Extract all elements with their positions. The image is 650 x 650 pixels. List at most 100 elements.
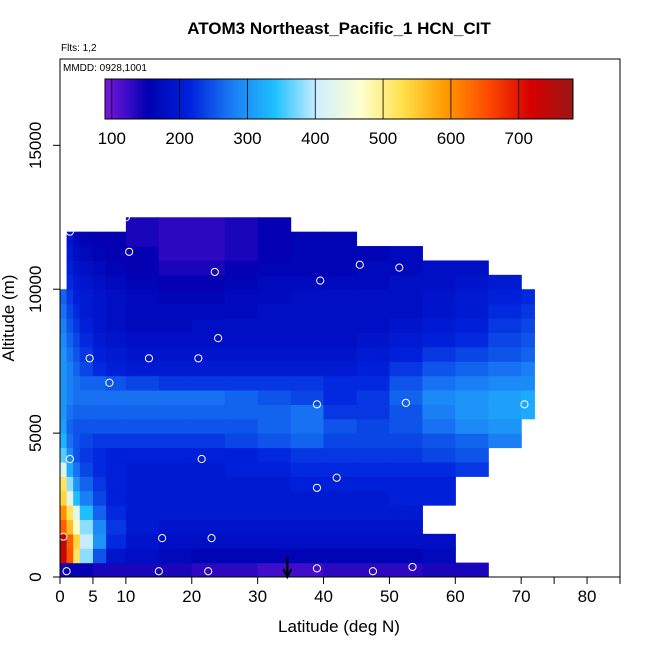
heatmap-cell (79, 447, 94, 463)
colorbar: 100 200 300 400 500 600 700 (98, 78, 574, 148)
sample-point (60, 532, 68, 541)
heatmap-cell (356, 246, 391, 262)
x-tick-label: 0 (55, 587, 64, 606)
heatmap-cell (79, 461, 94, 477)
heatmap-cell (106, 361, 127, 377)
heatmap-cell (191, 289, 226, 305)
heatmap-cell (73, 433, 81, 449)
heatmap-cell (125, 548, 160, 564)
heatmap-cell (191, 260, 226, 276)
heatmap-cell (323, 332, 358, 348)
heatmap-cell (389, 332, 423, 348)
heatmap-cell (158, 548, 193, 564)
heatmap-cell (422, 375, 456, 391)
sample-point (510, 257, 519, 266)
heatmap-cell (106, 490, 127, 506)
colorbar-tick-label: 200 (165, 129, 193, 148)
heatmap-cell (106, 274, 127, 290)
heatmap-cell (73, 490, 81, 506)
heatmap-cell (66, 246, 74, 262)
heatmap-cell (191, 404, 226, 420)
heatmap-cell (521, 346, 535, 362)
heatmap-cell (257, 375, 292, 391)
sample-point (144, 354, 154, 363)
heatmap-cell (521, 404, 535, 420)
heatmap-cell (224, 476, 259, 492)
heatmap-cell (106, 389, 127, 405)
heatmap-cell (224, 246, 259, 262)
heatmap-cell (92, 246, 107, 262)
heatmap-cell (79, 505, 94, 521)
heatmap-cell (224, 289, 259, 305)
heatmap-cell (73, 447, 81, 463)
heatmap-cell (191, 433, 226, 449)
heatmap-cell (521, 361, 535, 377)
heatmap-cell (92, 533, 107, 549)
heatmap-cell (422, 303, 456, 319)
heatmap-cell (455, 332, 489, 348)
heatmap-cell (158, 447, 193, 463)
heatmap-cell (79, 274, 94, 290)
heatmap-cell (92, 231, 107, 247)
heatmap-cell (455, 418, 489, 434)
heatmap-cell (106, 346, 127, 362)
colorbar-gradient (104, 78, 574, 120)
heatmap-cell (290, 505, 325, 521)
sample-point (368, 567, 378, 576)
heatmap-cell (60, 476, 68, 492)
sample-point (520, 400, 529, 409)
heatmap-cell (191, 274, 226, 290)
heatmap-cell (422, 389, 456, 405)
heatmap-cell (488, 389, 522, 405)
heatmap-cell (191, 318, 226, 333)
heatmap-cell (356, 332, 391, 348)
sample-point (65, 227, 74, 236)
heatmap-cell (158, 418, 193, 434)
heatmap-cell (422, 346, 456, 362)
heatmap-cell (191, 533, 226, 549)
heatmap-cell (290, 318, 325, 333)
heatmap-cell (60, 418, 68, 434)
heatmap-cell (422, 404, 456, 420)
heatmap-cell (73, 332, 81, 348)
x-tick-label: 10 (116, 587, 135, 606)
heatmap-cell (290, 533, 325, 549)
heatmap-cell (257, 433, 292, 449)
heatmap-cell (125, 217, 160, 233)
heatmap-cell (60, 346, 68, 362)
heatmap-cell (191, 461, 226, 477)
heatmap-cell (73, 404, 81, 420)
heatmap-cell (323, 318, 358, 333)
heatmap-cell (73, 260, 81, 276)
heatmap-cell (455, 289, 489, 305)
x-tick-label: 5 (88, 587, 97, 606)
sample-points (60, 207, 529, 576)
heatmap-cell (79, 346, 94, 362)
heatmap-cell (290, 346, 325, 362)
dates-label: MMDD: 0928,1001 (63, 63, 147, 74)
heatmap-cell (356, 303, 391, 319)
heatmap-cell (92, 274, 107, 290)
heatmap-cell (158, 375, 193, 391)
heatmap-cell (356, 346, 391, 362)
heatmap-cell (92, 505, 107, 521)
sample-point (194, 354, 203, 363)
heatmap-cell (92, 447, 107, 463)
heatmap-cell (257, 332, 292, 348)
sample-point (332, 473, 341, 482)
y-tick-label: 0 (26, 572, 45, 581)
heatmap-cell (92, 490, 107, 506)
heatmap-cell (455, 404, 489, 420)
sample-point (125, 247, 134, 256)
heatmap-cell (224, 447, 259, 463)
heatmap-cell (66, 505, 74, 521)
heatmap-cell (257, 361, 292, 377)
heatmap-cell (73, 505, 81, 521)
heatmap-cell (73, 562, 81, 577)
heatmap-cell (125, 289, 160, 305)
heatmap-cell (356, 461, 391, 477)
x-axis-label: Latitude (deg N) (278, 617, 400, 636)
heatmap-cell (66, 274, 74, 290)
heatmap-cell (224, 375, 259, 391)
heatmap-cell (422, 318, 456, 333)
